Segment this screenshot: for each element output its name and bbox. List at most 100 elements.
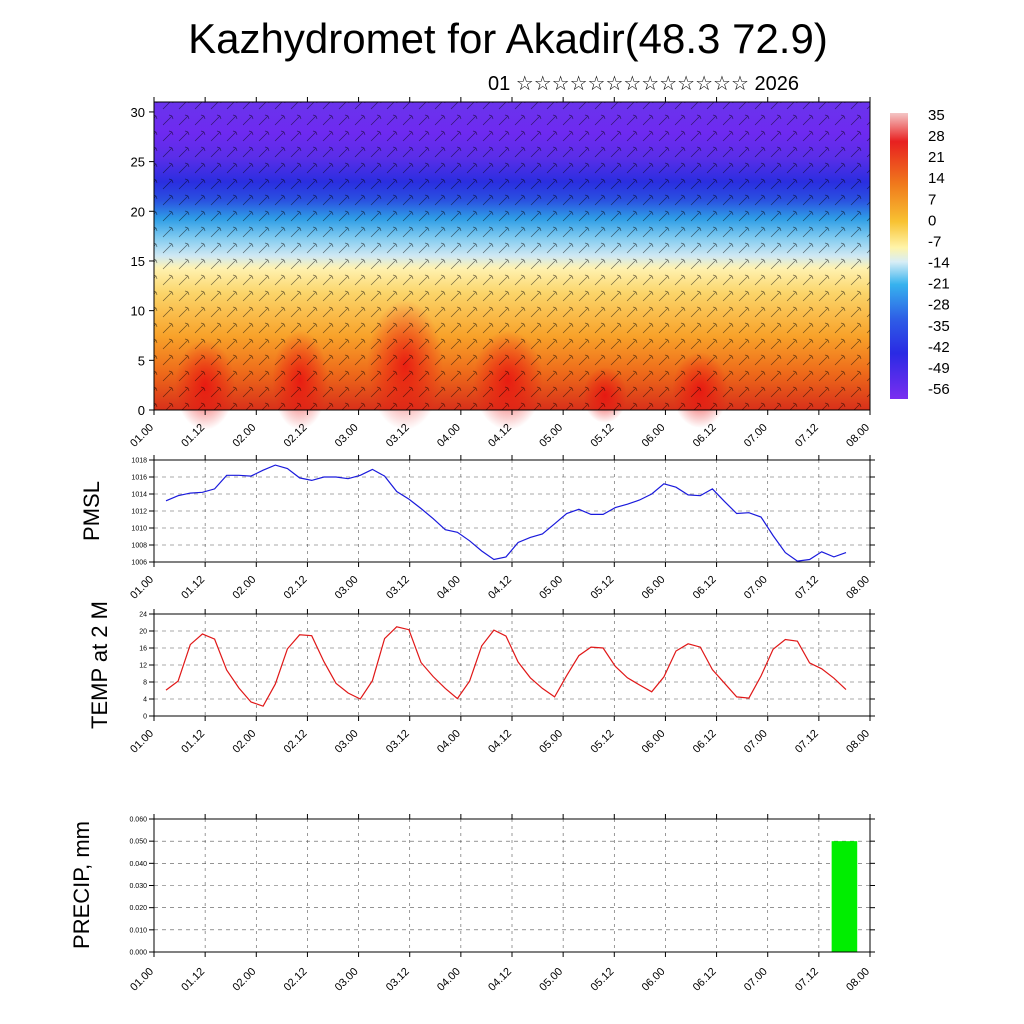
precip-y-tick-label: 0.040 (129, 861, 147, 868)
precip-x-tick-label: 02.12 (282, 966, 310, 994)
temp-x-tick-label: 05.12 (588, 728, 616, 756)
temp-x-tick-label: 05.00 (537, 728, 565, 756)
heatmap-y-tick-label: 10 (131, 304, 145, 319)
pmsl-x-tick-label: 05.00 (537, 574, 565, 602)
precip-x-tick-label: 01.00 (128, 966, 156, 994)
colorbar-label: 35 (928, 107, 945, 124)
pmsl-series-line (165, 464, 847, 562)
colorbar-label: -56 (928, 381, 950, 398)
pmsl-y-tick-label: 1014 (131, 491, 147, 498)
colorbar-label: -14 (928, 255, 950, 272)
pmsl-x-tick-label: 02.12 (282, 574, 310, 602)
precip-x-tick-label: 08.00 (844, 966, 872, 994)
temp-x-tick-label: 04.12 (486, 728, 514, 756)
precip-y-tick-label: 0.010 (129, 927, 147, 934)
precip-y-tick-label: 0.050 (129, 839, 147, 846)
colorbar-label: -42 (928, 339, 950, 356)
heatmap-x-tick-label: 05.00 (537, 422, 565, 450)
heatmap-x-tick-label: 07.12 (793, 422, 821, 450)
temp-x-tick-label: 06.12 (691, 728, 719, 756)
temp-x-tick-label: 04.00 (435, 728, 463, 756)
wind-barbs-overlay (154, 102, 870, 410)
precip-x-tick-label: 03.12 (384, 966, 412, 994)
pmsl-y-tick-label: 1006 (131, 559, 147, 566)
pmsl-y-tick-label: 1016 (131, 474, 147, 481)
colorbar-label: -21 (928, 276, 950, 293)
temp-axis-title: TEMP at 2 M (87, 601, 112, 729)
temp-x-tick-label: 07.00 (742, 728, 770, 756)
heatmap-x-tick-label: 07.00 (742, 422, 770, 450)
page-subtitle: 01 ☆☆☆☆☆☆☆☆☆☆☆☆☆ 2026 (488, 73, 799, 95)
heatmap-x-tick-label: 04.00 (435, 422, 463, 450)
pmsl-x-tick-label: 02.00 (230, 574, 258, 602)
colorbar-labels: 35 28 21 14 7 0 -7 -14 -21 -28 -35 -42 -49 -56 (928, 107, 950, 398)
temp-y-tick-label: 12 (139, 662, 147, 669)
pmsl-x-tick-label: 01.12 (179, 574, 207, 602)
precip-x-tick-label: 06.00 (640, 966, 668, 994)
temp-panel: 0 4 8 12 16 20 24 01.00 01.12 02.00 02.12 03.00 03.… (87, 601, 875, 756)
pmsl-x-tick-label: 07.00 (742, 574, 770, 602)
colorbar: 35 28 21 14 7 0 -7 -14 -21 -28 -35 -42 -49 -56 (890, 107, 950, 399)
heatmap-x-tick-label: 03.00 (333, 422, 361, 450)
heatmap-x-tick-label: 05.12 (588, 422, 616, 450)
pmsl-x-tick-label: 03.00 (333, 574, 361, 602)
precip-grid (154, 819, 870, 952)
precip-y-tick-label: 0.030 (129, 883, 147, 890)
precip-x-tick-label: 07.00 (742, 966, 770, 994)
precip-x-tick-label: 04.00 (435, 966, 463, 994)
pmsl-x-tick-label: 08.00 (844, 574, 872, 602)
temp-y-tick-label: 4 (143, 696, 147, 703)
temp-x-tick-label: 07.12 (793, 728, 821, 756)
heatmap-x-tick-label: 08.00 (844, 422, 872, 450)
temp-y-tick-label: 0 (143, 713, 147, 720)
pmsl-x-tick-label: 06.12 (691, 574, 719, 602)
colorbar-label: 21 (928, 149, 945, 166)
precip-x-tick-label: 03.00 (333, 966, 361, 994)
temp-x-tick-label: 08.00 (844, 728, 872, 756)
temp-series-line (165, 626, 847, 707)
pmsl-x-tick-label: 07.12 (793, 574, 821, 602)
pmsl-axis-title: PMSL (79, 481, 104, 541)
precip-y-axis: 0.000 0.010 0.020 0.030 0.040 0.050 0.060 (129, 816, 875, 956)
pmsl-panel: 1006 1008 1010 1012 1014 1016 1018 01.00 01.12 0… (79, 455, 875, 602)
pmsl-grid (154, 460, 870, 562)
pmsl-y-axis: 1006 1008 1010 1012 1014 1016 1018 (131, 457, 875, 566)
heatmap-y-tick-label: 15 (131, 254, 145, 269)
precip-bar (831, 841, 858, 952)
temp-x-tick-label: 06.00 (640, 728, 668, 756)
temp-grid (154, 614, 870, 716)
precip-x-tick-label: 02.00 (230, 966, 258, 994)
temp-y-tick-label: 16 (139, 645, 147, 652)
colorbar-label: 0 (928, 212, 936, 229)
colorbar-label: 28 (928, 128, 945, 145)
colorbar-label: 14 (928, 170, 945, 187)
pmsl-y-tick-label: 1008 (131, 542, 147, 549)
heatmap-y-tick-label: 20 (131, 204, 145, 219)
precip-x-tick-label: 05.00 (537, 966, 565, 994)
pmsl-x-tick-label: 04.00 (435, 574, 463, 602)
precip-panel: 0.000 0.010 0.020 0.030 0.040 0.050 0.060 01.0… (69, 814, 875, 994)
pmsl-x-tick-label: 05.12 (588, 574, 616, 602)
precip-y-tick-label: 0.020 (129, 905, 147, 912)
colorbar-label: -49 (928, 360, 950, 377)
precip-x-tick-label: 05.12 (588, 966, 616, 994)
pmsl-y-tick-label: 1010 (131, 525, 147, 532)
heatmap-x-tick-label: 02.00 (230, 422, 258, 450)
precip-y-tick-label: 0.060 (129, 816, 147, 823)
heatmap-y-tick-label: 30 (131, 105, 145, 120)
pmsl-y-tick-label: 1018 (131, 457, 147, 464)
precip-x-tick-label: 04.12 (486, 966, 514, 994)
colorbar-label: -7 (928, 233, 941, 250)
temp-y-tick-label: 20 (139, 628, 147, 635)
temp-x-tick-label: 03.00 (333, 728, 361, 756)
pmsl-x-tick-label: 03.12 (384, 574, 412, 602)
precip-axis-title: PRECIP, mm (69, 821, 94, 949)
precip-y-tick-label: 0.000 (129, 949, 147, 956)
temp-y-tick-label: 24 (139, 611, 147, 618)
page-title: Kazhydromet for Akadir(48.3 72.9) (188, 15, 828, 62)
colorbar-label: 7 (928, 191, 936, 208)
colorbar-gradient (890, 113, 908, 399)
heatmap-y-tick-label: 0 (138, 403, 145, 418)
